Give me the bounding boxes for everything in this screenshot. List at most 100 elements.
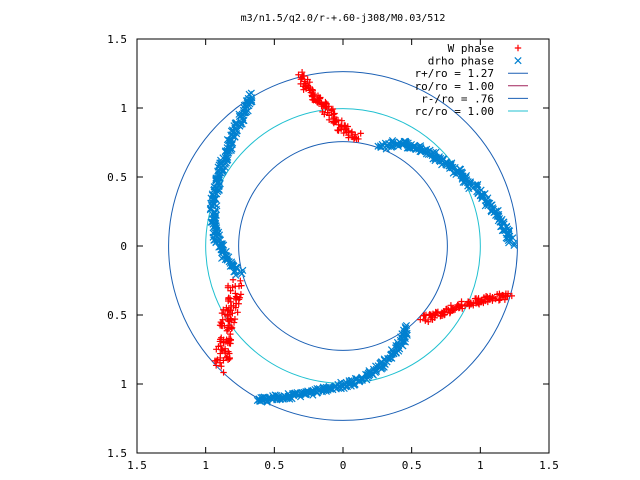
drho-phase-point <box>343 379 351 387</box>
x-tick-label: 0 <box>340 459 347 472</box>
drho-phase-point <box>221 160 229 168</box>
x-tick-label: 1.5 <box>127 459 147 472</box>
drho-phase-point <box>255 397 264 405</box>
w-phase-point <box>431 314 438 321</box>
drho-phase-point <box>223 156 231 165</box>
drho-phase-point <box>263 398 271 406</box>
w-phase-point <box>227 340 234 347</box>
w-phase-point <box>317 94 324 101</box>
drho-phase-point <box>374 362 382 370</box>
w-phase-point <box>227 323 235 331</box>
y-tick-label: 1 <box>120 378 127 391</box>
drho-phase-point <box>236 122 244 130</box>
y-tick-label: 0.5 <box>107 309 127 322</box>
drho-phase-point <box>474 180 482 189</box>
x-tick-label: 0.5 <box>264 459 284 472</box>
drho-phase-point <box>241 108 250 117</box>
w-phase-point <box>232 283 239 290</box>
w-phase-point <box>223 327 231 334</box>
w-phase-point <box>217 350 224 357</box>
w-phase-point <box>321 111 328 118</box>
drho-phase-point <box>232 271 240 279</box>
drho-phase-point <box>255 395 263 404</box>
y-tick-label: 1.5 <box>107 447 127 460</box>
data-points <box>206 69 518 406</box>
drho-phase-point <box>239 114 247 122</box>
w-phase-point <box>229 310 236 317</box>
w-phase-point <box>212 362 220 369</box>
x-tick-label: 1 <box>477 459 484 472</box>
axis-ticks <box>136 38 550 454</box>
legend-x-sample <box>514 56 522 65</box>
w-phase-point <box>220 369 227 376</box>
w-phase-point <box>228 302 235 310</box>
drho-phase-point <box>487 201 495 209</box>
circle-r-ro <box>238 141 448 351</box>
w-phase-point <box>458 298 465 305</box>
w-phase-point <box>234 309 241 316</box>
w-phase-point <box>300 72 308 80</box>
legend-label: r+/ro = 1.27 <box>415 67 494 80</box>
w-phase-point <box>235 300 242 307</box>
w-phase-point <box>215 343 222 350</box>
w-phase-point <box>477 298 485 306</box>
drho-phase-point <box>510 239 518 247</box>
w-phase-point <box>464 298 472 305</box>
y-tick-label: 1.5 <box>107 33 127 46</box>
w-phase-point <box>331 110 338 117</box>
x-tick-label: 1 <box>202 459 209 472</box>
w-phase-point <box>232 296 240 304</box>
w-phase-point <box>422 315 429 323</box>
drho-phase-point <box>334 384 342 392</box>
w-phase-point <box>357 130 364 137</box>
w-phase-point <box>341 122 348 129</box>
drho-phase-point <box>510 241 518 250</box>
w-phase-point <box>227 316 235 324</box>
drho-phase-point <box>394 142 403 150</box>
w-phase-point <box>237 291 245 298</box>
w-phase-point <box>322 105 329 112</box>
drho-phase-point <box>325 382 333 391</box>
axis-tick-labels: 1.5 1 0.5 0 0.5 1 1.51.510.500.511.5 <box>107 33 559 472</box>
w-phase-point <box>355 135 362 143</box>
w-phase-point <box>224 284 232 291</box>
w-phase-point <box>441 311 449 318</box>
w-phase-point <box>221 311 229 318</box>
x-tick-label: 1.5 <box>539 459 559 472</box>
drho-phase-point <box>208 201 217 209</box>
w-phase-point <box>236 294 244 301</box>
w-phase-point <box>325 112 333 119</box>
w-phase-point <box>218 309 226 317</box>
w-phase-point <box>495 297 503 304</box>
w-phase-point <box>501 296 509 303</box>
y-tick-label: 0.5 <box>107 171 127 184</box>
w-phase-point <box>340 129 347 137</box>
w-phase-point <box>459 305 466 312</box>
drho-phase-point <box>216 159 224 167</box>
legend-label: W phase <box>448 42 494 55</box>
x-tick-label: 0.5 <box>402 459 422 472</box>
w-phase-point <box>231 315 239 323</box>
w-phase-point <box>324 109 331 116</box>
w-phase-point <box>332 118 340 125</box>
chart-title: m3/n1.5/q2.0/r-+.60-j308/M0.03/512 <box>241 13 446 24</box>
w-phase-point <box>237 277 244 285</box>
w-phase-point <box>345 131 352 139</box>
drho-phase-point <box>223 252 231 260</box>
w-phase-point <box>232 290 239 297</box>
w-phase-point <box>218 363 225 370</box>
w-phase-point <box>223 354 230 362</box>
w-phase-point <box>489 297 496 304</box>
legend-label: drho phase <box>428 55 494 68</box>
drho-phase-point <box>206 206 214 214</box>
w-phase-point <box>224 307 231 315</box>
w-phase-point <box>447 302 455 309</box>
drho-phase-point <box>388 142 396 150</box>
legend-label: r-/ro = .76 <box>421 92 494 105</box>
drho-phase-point <box>509 234 517 242</box>
w-phase-point <box>295 71 302 78</box>
w-phase-point <box>318 101 326 108</box>
y-tick-label: 0 <box>120 240 127 253</box>
w-phase-point <box>447 309 454 316</box>
w-phase-point <box>306 78 313 86</box>
